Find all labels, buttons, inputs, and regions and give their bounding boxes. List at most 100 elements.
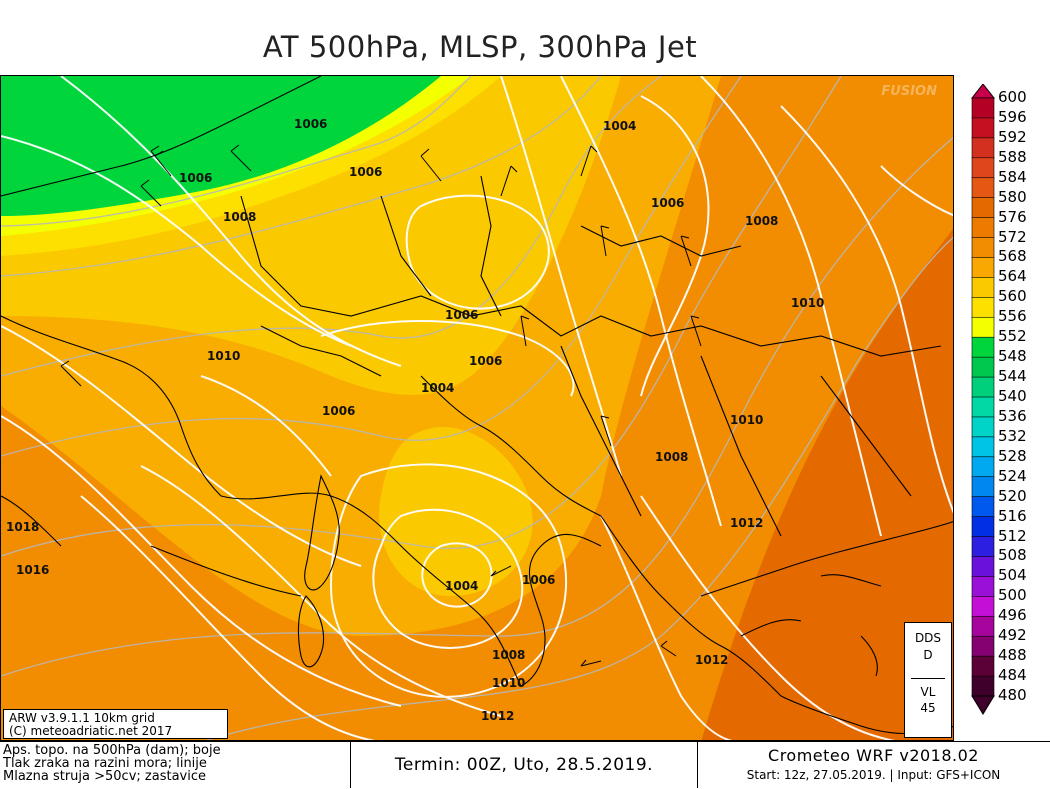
legend-swatch <box>971 615 995 637</box>
isobars <box>1 76 953 740</box>
legend-label: 596 <box>998 107 1027 126</box>
model-info-box: ARW v3.9.1.1 10km grid (C) meteoadriatic… <box>3 709 228 739</box>
legend-label: 584 <box>998 167 1027 186</box>
legend-swatch <box>971 277 995 299</box>
legend-swatch <box>971 596 995 618</box>
pressure-label: 1012 <box>695 653 728 667</box>
legend-swatch <box>971 217 995 239</box>
pressure-label: 1004 <box>603 119 636 133</box>
dds-box: DDS D VL 45 <box>904 622 952 738</box>
pressure-label: 1006 <box>294 117 327 131</box>
map-canvas: 1006 1006 1008 1006 1004 1006 1008 1010 … <box>1 76 953 740</box>
pressure-label: 1016 <box>16 563 49 577</box>
legend-label: 568 <box>998 247 1027 266</box>
legend-swatch <box>971 336 995 358</box>
legend-swatch <box>971 316 995 338</box>
wind-barbs <box>60 144 702 667</box>
dds-line2: D <box>923 648 933 662</box>
legend-swatch <box>971 436 995 458</box>
pressure-label: 1008 <box>492 648 525 662</box>
legend-label: 508 <box>998 546 1027 565</box>
dds-divider <box>911 678 945 679</box>
footer: Aps. topo. na 500hPa (dam); boje Tlak zr… <box>0 741 1050 789</box>
pressure-label: 1006 <box>179 171 212 185</box>
legend-label: 520 <box>998 486 1027 505</box>
legend-swatch <box>971 496 995 518</box>
legend-label: 524 <box>998 466 1027 485</box>
pressure-label: 1008 <box>655 450 688 464</box>
legend-swatch <box>971 376 995 398</box>
legend-swatch <box>971 157 995 179</box>
legend-swatch <box>971 137 995 159</box>
legend-label: 528 <box>998 446 1027 465</box>
pressure-label: 1010 <box>791 296 824 310</box>
legend-swatch <box>971 536 995 558</box>
legend-label: 492 <box>998 626 1027 645</box>
legend-swatch <box>971 197 995 219</box>
legend-swatch <box>971 516 995 538</box>
legend-label: 500 <box>998 586 1027 605</box>
legend-swatch <box>971 97 995 119</box>
pressure-label: 1004 <box>445 579 478 593</box>
legend-swatch <box>971 237 995 259</box>
pressure-label: 1006 <box>651 196 684 210</box>
legend-label: 572 <box>998 227 1027 246</box>
legend-swatch <box>971 635 995 657</box>
legend-swatch <box>971 675 995 697</box>
footer-description: Aps. topo. na 500hPa (dam); boje Tlak zr… <box>3 744 348 783</box>
model-start: Start: 12z, 27.05.2019. | Input: GFS+ICO… <box>746 768 1001 782</box>
pressure-labels: 1006 1006 1008 1006 1004 1006 1008 1010 … <box>6 117 824 723</box>
legend-swatch <box>971 476 995 498</box>
legend-label: 516 <box>998 506 1027 525</box>
model-brand: Crometeo WRF v2018.02 <box>768 746 979 765</box>
coastlines <box>1 76 953 735</box>
legend-label: 488 <box>998 646 1027 665</box>
legend-swatch <box>971 576 995 598</box>
pressure-label: 1008 <box>745 214 778 228</box>
legend-label: 548 <box>998 347 1027 366</box>
model-brand-box: Crometeo WRF v2018.02 Start: 12z, 27.05.… <box>697 742 1050 788</box>
legend-label: 588 <box>998 147 1027 166</box>
model-info-line2: (C) meteoadriatic.net 2017 <box>9 724 173 738</box>
legend-label: 532 <box>998 426 1027 445</box>
pressure-label: 1006 <box>522 573 555 587</box>
pressure-label: 1004 <box>421 381 454 395</box>
color-legend: 600 596 592 588 584 580 576 572 568 564 560 556 552 5… <box>968 84 1050 716</box>
legend-swatch <box>971 556 995 578</box>
legend-label: 496 <box>998 606 1027 625</box>
legend-swatch <box>971 396 995 418</box>
chart-title: AT 500hPa, MLSP, 300hPa Jet <box>262 30 698 64</box>
legend-label: 560 <box>998 287 1027 306</box>
legend-label: 580 <box>998 187 1027 206</box>
pressure-label: 1006 <box>322 404 355 418</box>
pressure-label: 1010 <box>730 413 763 427</box>
pressure-label: 1012 <box>730 516 763 530</box>
pressure-label: 1010 <box>207 349 240 363</box>
legend-swatch <box>971 117 995 139</box>
legend-label: 480 <box>998 686 1027 704</box>
pressure-label: 1006 <box>469 354 502 368</box>
legend-swatch <box>971 416 995 438</box>
watermark: FUSION <box>881 84 937 99</box>
legend-label: 512 <box>998 526 1027 545</box>
legend-label: 484 <box>998 666 1027 685</box>
pressure-label: 1006 <box>349 165 382 179</box>
footer-line3: Mlazna struja >50cv; zastavice <box>3 769 206 784</box>
legend-label: 540 <box>998 387 1027 405</box>
legend-arrow-top <box>970 84 996 99</box>
legend-swatch <box>971 297 995 319</box>
dds-line4: 45 <box>920 701 936 715</box>
legend-bar <box>970 84 996 715</box>
pressure-label: 1006 <box>445 308 478 322</box>
weather-map: 1006 1006 1008 1006 1004 1006 1008 1010 … <box>0 75 954 741</box>
legend-label: 536 <box>998 406 1027 425</box>
pressure-label: 1010 <box>492 676 525 690</box>
forecast-term: Termin: 00Z, Uto, 28.5.2019. <box>350 742 698 788</box>
footer-line2: Tlak zraka na razini mora; linije <box>3 756 207 771</box>
legend-swatch <box>971 655 995 677</box>
legend-label: 564 <box>998 267 1027 286</box>
model-info-line1: ARW v3.9.1.1 10km grid <box>9 711 155 725</box>
legend-label: 592 <box>998 127 1027 146</box>
legend-swatch <box>971 177 995 199</box>
pressure-label: 1018 <box>6 520 39 534</box>
